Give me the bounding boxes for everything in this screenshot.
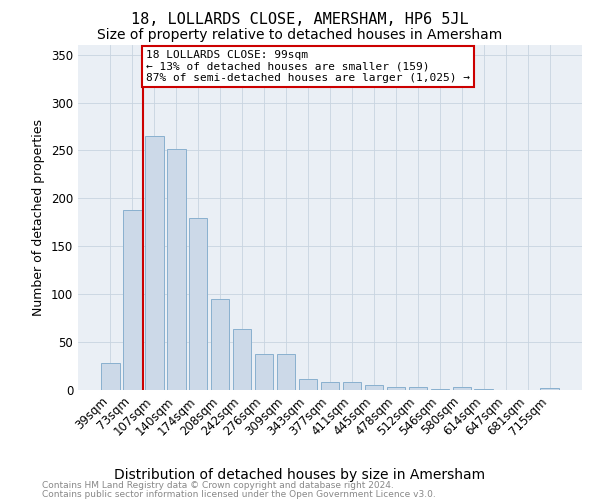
Bar [431, 389, 449, 390]
Bar [320, 382, 340, 390]
Text: 18, LOLLARDS CLOSE, AMERSHAM, HP6 5JL: 18, LOLLARDS CLOSE, AMERSHAM, HP6 5JL [131, 12, 469, 28]
Bar [475, 389, 493, 390]
Bar [211, 299, 229, 390]
Bar [386, 387, 405, 390]
Bar [101, 363, 119, 390]
Bar [123, 210, 142, 390]
Bar [277, 354, 295, 390]
Bar [145, 136, 164, 390]
Bar [541, 388, 559, 390]
Bar [233, 328, 251, 390]
Bar [452, 387, 471, 390]
Bar [343, 382, 361, 390]
Text: Contains public sector information licensed under the Open Government Licence v3: Contains public sector information licen… [42, 490, 436, 499]
Bar [189, 218, 208, 390]
Bar [255, 354, 274, 390]
Text: Contains HM Land Registry data © Crown copyright and database right 2024.: Contains HM Land Registry data © Crown c… [42, 481, 394, 490]
Bar [365, 385, 383, 390]
Text: 18 LOLLARDS CLOSE: 99sqm
← 13% of detached houses are smaller (159)
87% of semi-: 18 LOLLARDS CLOSE: 99sqm ← 13% of detach… [146, 50, 470, 83]
Text: Distribution of detached houses by size in Amersham: Distribution of detached houses by size … [115, 468, 485, 481]
Y-axis label: Number of detached properties: Number of detached properties [32, 119, 46, 316]
Text: Size of property relative to detached houses in Amersham: Size of property relative to detached ho… [97, 28, 503, 42]
Bar [299, 378, 317, 390]
Bar [409, 387, 427, 390]
Bar [167, 148, 185, 390]
